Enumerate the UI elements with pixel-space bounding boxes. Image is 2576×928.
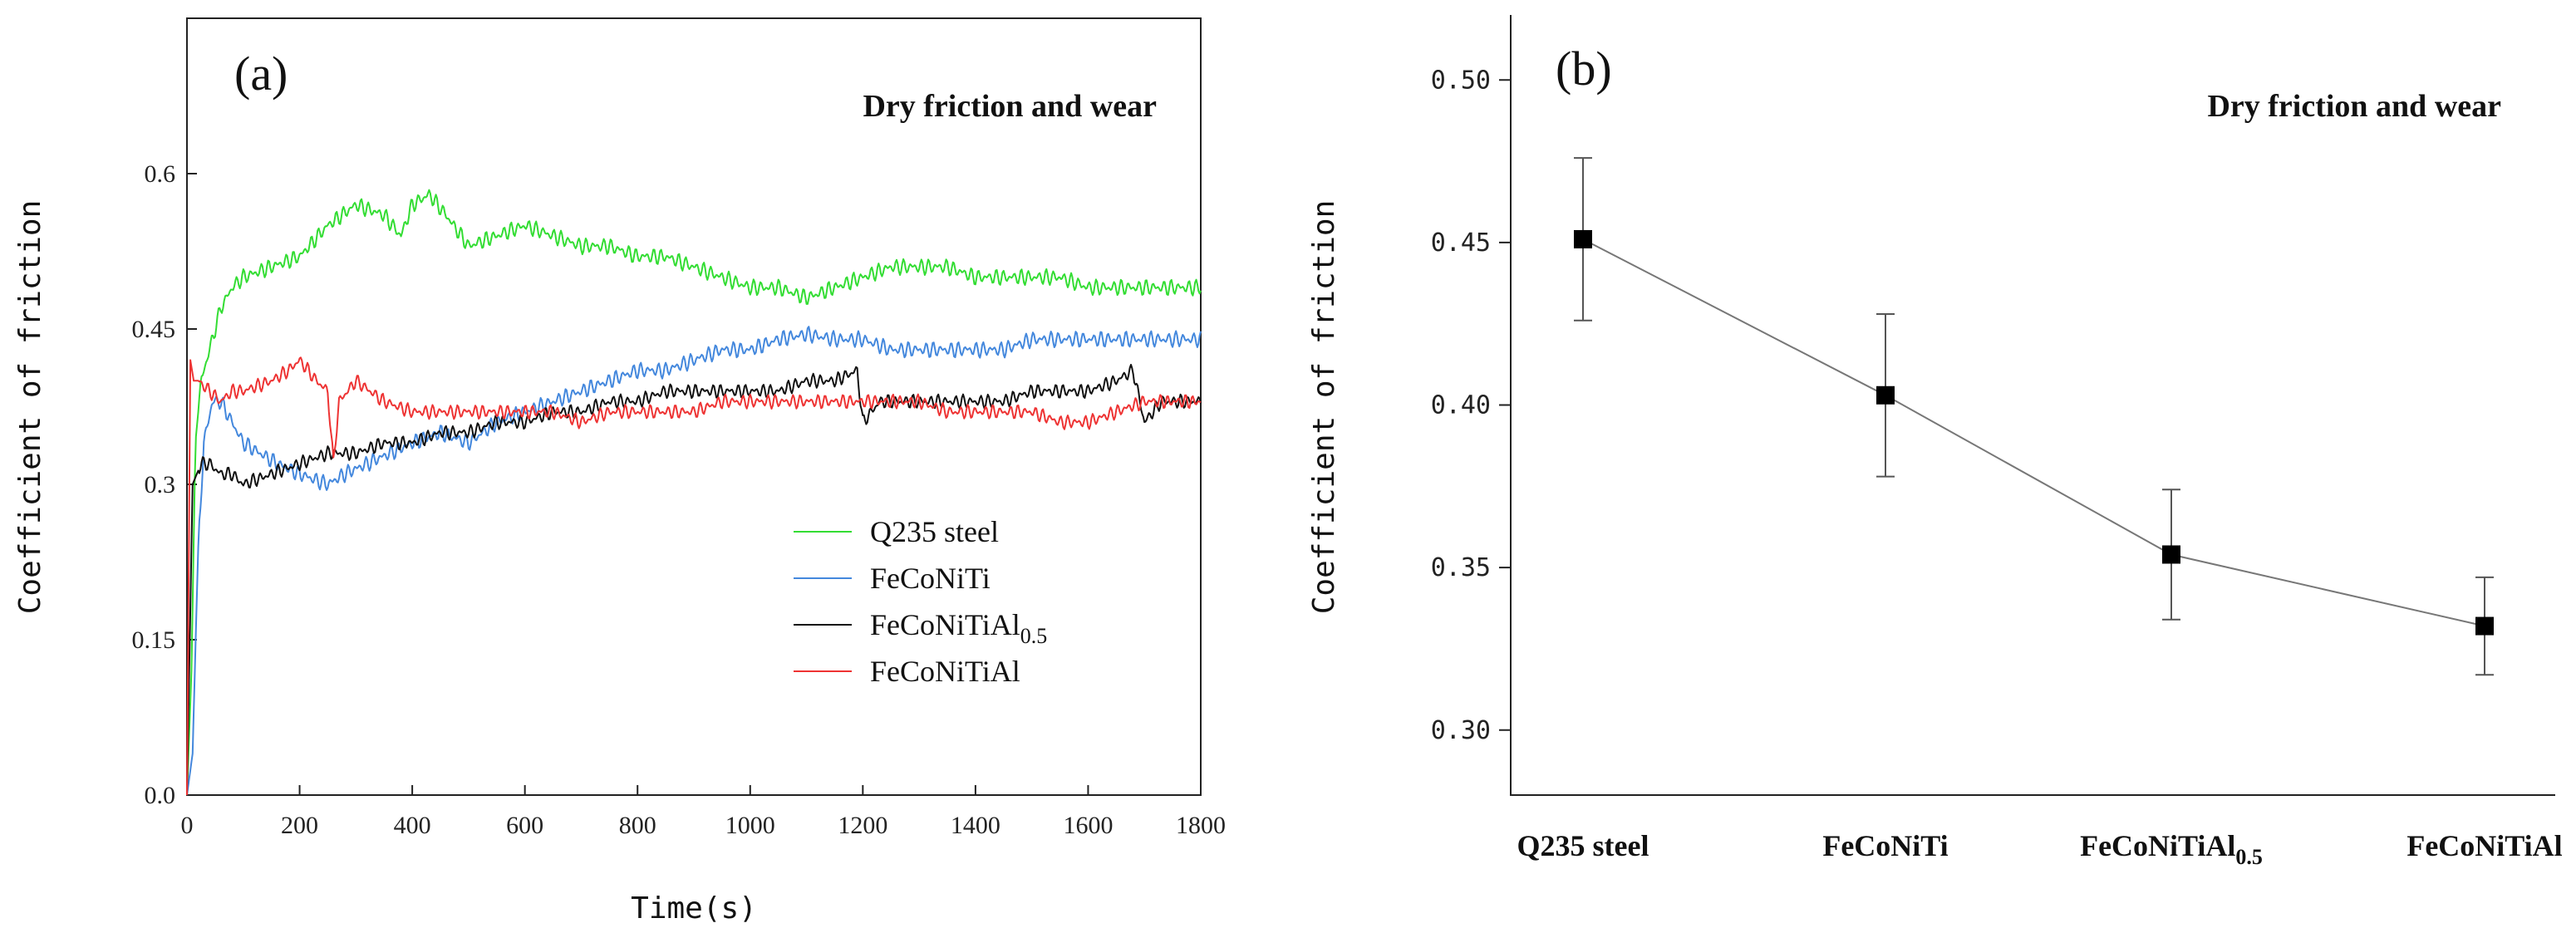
panel-a-y-tick-label: 0.45	[132, 316, 176, 343]
panel-a-x-tick-label: 1800	[1176, 812, 1226, 839]
panel-a-label: (a)	[234, 47, 288, 101]
panel-a-series-line	[186, 326, 1202, 796]
panel-a-x-tick-label: 1200	[838, 812, 887, 839]
legend-entry: FeCoNiTiAl	[870, 655, 1020, 688]
category-label-text: FeCoNiTiAl	[2080, 829, 2235, 862]
panel-b-y-tick-label: 0.35	[1431, 553, 1491, 582]
panel-a-x-tick-label: 1600	[1063, 812, 1113, 839]
panel-a-series-line	[186, 356, 1202, 796]
panel-b-title: Dry friction and wear	[2207, 89, 2501, 124]
panel-a-y-tick-label: 0.6	[145, 160, 176, 188]
panel-b-category-label: FeCoNiTiAl	[2406, 829, 2562, 862]
panel-a-x-tick-label: 0	[181, 812, 194, 839]
legend-entry: FeCoNiTiAl0.5	[870, 608, 1047, 648]
panel-b-axes	[1510, 15, 2555, 796]
panel-b-y-tick-label: 0.40	[1431, 391, 1491, 420]
panel-b-category-label: FeCoNiTiAl0.5	[2080, 829, 2263, 869]
panel-b-y-tick-label: 0.45	[1431, 228, 1491, 258]
panel-a-y-tick-label: 0.0	[145, 782, 176, 809]
panel-b-label: (b)	[1556, 42, 1612, 96]
panel-a-y-tick-label: 0.3	[145, 471, 176, 498]
panel-b-category-label: FeCoNiTi	[1822, 829, 1948, 862]
panel-b-error-bar-chart: 0.30 0.35 0.40 0.45 0.50 Q235 steel FeCoNiTi Fe…	[1307, 15, 2563, 869]
panel-b-y-tick-label: 0.30	[1431, 716, 1491, 745]
panel-a-x-axis-label: Time(s)	[631, 891, 757, 926]
panel-b-y-axis-label: Coefficient of friction	[1307, 200, 1341, 615]
legend-entry: Q235 steel	[870, 515, 999, 548]
panel-a-frame	[186, 17, 1202, 796]
panel-b-category-label: Q235 steel	[1517, 829, 1649, 862]
panel-a-y-axis-label: Coefficient of friction	[13, 200, 47, 615]
legend-label: FeCoNiTiAl	[870, 655, 1020, 688]
category-label-subscript: 0.5	[2235, 845, 2263, 869]
panel-a-title: Dry friction and wear	[863, 89, 1157, 124]
panel-b-y-tick-label: 0.50	[1431, 66, 1491, 95]
panel-a-x-tick-label: 600	[506, 812, 543, 839]
panel-a-legend: Q235 steelFeCoNiTiFeCoNiTiAl0.5FeCoNiTiA…	[794, 515, 1047, 688]
panel-b-data-point	[1876, 385, 1895, 405]
panel-a-line-chart: 0 200 400 600 800 1000 1200 1400 1600 1800 0.0 0.15…	[13, 17, 1226, 926]
panel-a-x-tick-label: 1400	[951, 812, 1000, 839]
panel-b-data-point	[2162, 545, 2180, 564]
legend-entry: FeCoNiTi	[870, 562, 991, 595]
panel-a-x-tick-label: 400	[394, 812, 431, 839]
category-label-text: Q235 steel	[1517, 829, 1649, 862]
legend-label: FeCoNiTi	[870, 562, 991, 595]
panel-a-series-line	[186, 364, 1202, 796]
panel-a-x-tick-label: 200	[281, 812, 318, 839]
panel-a-x-tick-label: 1000	[725, 812, 775, 839]
panel-b-data-point	[1574, 229, 1592, 248]
category-label-text: FeCoNiTiAl	[2406, 829, 2562, 862]
panel-a-y-tick-label: 0.15	[132, 626, 176, 654]
panel-a-x-tick-label: 800	[619, 812, 656, 839]
legend-label: FeCoNiTiAl	[870, 608, 1020, 641]
category-label-text: FeCoNiTi	[1822, 829, 1948, 862]
panel-b-connecting-line	[1582, 238, 2485, 627]
legend-subscript: 0.5	[1020, 624, 1048, 648]
panel-b-data-point	[2475, 616, 2494, 636]
legend-label: Q235 steel	[870, 515, 999, 548]
panel-a-series-line	[186, 189, 1202, 796]
